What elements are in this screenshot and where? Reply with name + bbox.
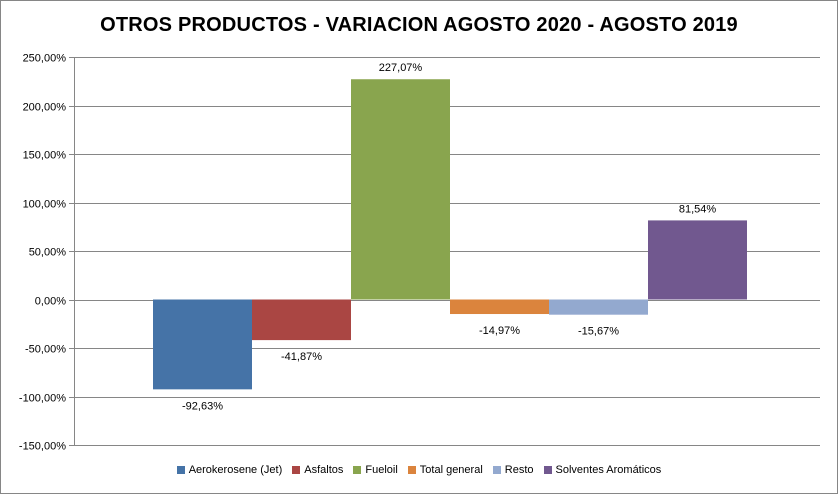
legend-item: Aerokerosene (Jet) <box>176 464 283 476</box>
y-tick-label: 250,00% <box>23 53 67 65</box>
legend-label: Resto <box>504 464 534 476</box>
bar-fueloil <box>351 79 450 300</box>
legend-label: Solventes Aromáticos <box>555 464 662 476</box>
y-tick-label: -50,00% <box>25 344 66 356</box>
legend-item: Resto <box>492 464 534 476</box>
y-tick-label: 0,00% <box>35 296 66 308</box>
y-tick-label: 100,00% <box>23 199 67 211</box>
legend-item: Fueloil <box>353 464 398 476</box>
legend-swatch <box>353 466 362 474</box>
legend-label: Fueloil <box>365 464 398 476</box>
legend-item: Total general <box>407 464 483 476</box>
legend-label: Aerokerosene (Jet) <box>188 464 283 476</box>
bar-resto <box>549 299 648 315</box>
data-label: 227,07% <box>379 62 423 74</box>
legend-item: Solventes Aromáticos <box>543 464 662 476</box>
data-label: -41,87% <box>281 351 322 363</box>
legend-swatch <box>407 466 416 474</box>
legend-swatch <box>543 466 552 474</box>
bar-asfaltos <box>252 299 351 341</box>
legend-swatch <box>292 466 301 474</box>
data-label: -15,67% <box>578 326 619 338</box>
legend-swatch <box>176 466 185 474</box>
y-tick-label: 150,00% <box>23 150 67 162</box>
y-tick-label: -150,00% <box>19 441 66 453</box>
bar-total-general <box>450 299 549 315</box>
bar-aerokerosene-jet <box>153 299 252 390</box>
legend-item: Asfaltos <box>292 464 343 476</box>
y-tick-label: -100,00% <box>19 393 66 405</box>
legend-swatch <box>492 466 501 474</box>
bar-solventes-arom-ticos <box>648 220 747 300</box>
data-label: 81,54% <box>679 203 717 215</box>
legend-label: Asfaltos <box>304 464 344 476</box>
chart-title: OTROS PRODUCTOS - VARIACION AGOSTO 2020 … <box>100 14 738 36</box>
y-tick-label: 50,00% <box>29 247 67 259</box>
legend: Aerokerosene (Jet) Asfaltos Fueloil Total g… <box>0 464 838 476</box>
data-label: -14,97% <box>479 325 520 337</box>
data-label: -92,63% <box>182 400 223 412</box>
y-tick-label: 200,00% <box>23 102 67 114</box>
legend-label: Total general <box>419 464 483 476</box>
